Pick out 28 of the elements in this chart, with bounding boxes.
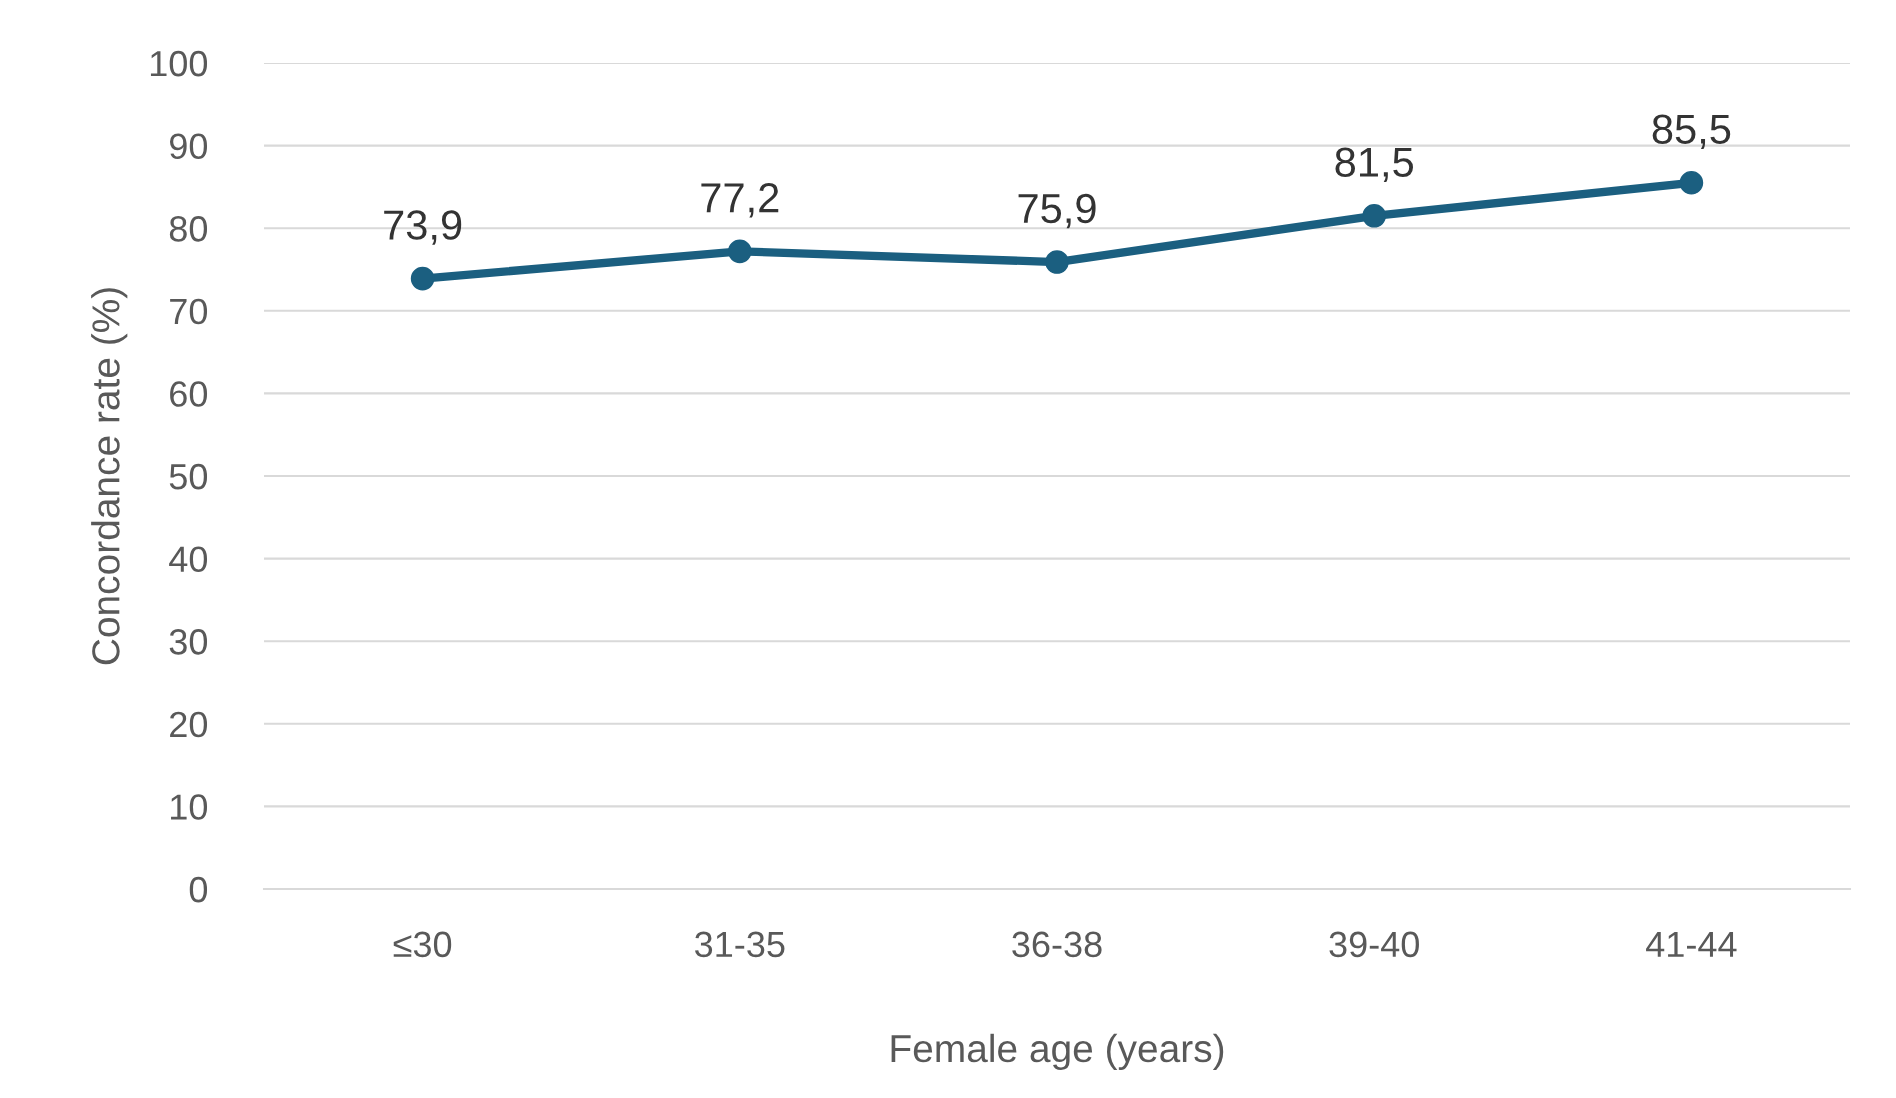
- data-label: 81,5: [1335, 147, 1413, 182]
- y-tick-label: 30: [169, 629, 208, 655]
- data-label: 77,2: [701, 183, 779, 218]
- x-axis-title: Female age (years): [891, 1033, 1224, 1071]
- point: [1679, 170, 1704, 195]
- point: [1362, 204, 1387, 228]
- y-tick-label: 80: [169, 216, 208, 242]
- data-label: 73,9: [384, 210, 462, 245]
- x-tick-label: 41-44: [1646, 931, 1737, 957]
- y-tick-label: 10: [171, 794, 208, 820]
- y-tick-label: 60: [170, 381, 208, 407]
- data-label: 75,9: [1018, 193, 1096, 229]
- y-axis-title: Concordance rate (%): [91, 288, 128, 665]
- x-tick-label: 31-35: [695, 931, 785, 958]
- y-tick-label: 20: [170, 711, 208, 738]
- y-tick-label: 0: [189, 876, 208, 903]
- y-tick-label: 90: [169, 133, 208, 160]
- y-tick-label: 40: [169, 546, 208, 573]
- point: [727, 239, 752, 264]
- x-tick-label: 36-38: [1012, 931, 1102, 958]
- y-tick-label: 50: [169, 463, 208, 490]
- point: [410, 266, 435, 291]
- point: [1045, 250, 1069, 274]
- y-tick-label: 70: [170, 298, 208, 325]
- x-tick-label: 39-40: [1329, 931, 1419, 958]
- x-tick-label: ≤30: [393, 931, 452, 958]
- y-tick-label: 100: [150, 50, 208, 77]
- data-label: 85,5: [1652, 114, 1731, 149]
